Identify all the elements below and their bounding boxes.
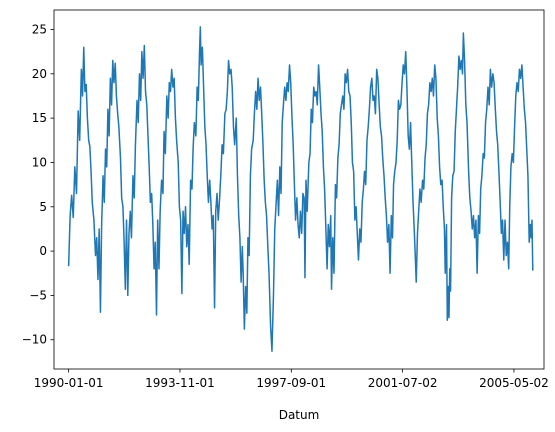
x-tick-label: 2005-05-02 [479,376,549,390]
plot-frame [53,9,545,370]
x-tick-label: 1990-01-01 [34,376,104,390]
y-tick-label: −10 [22,333,47,347]
x-tick-label: 1997-09-01 [256,376,326,390]
y-axis: −10 −5 0 5 10 15 20 25 [22,23,54,347]
y-tick-label: 15 [32,111,47,125]
x-axis: 1990-01-01 1993-11-01 1997-09-01 2001-07-02… [34,369,549,390]
x-tick-label: 1993-11-01 [145,376,215,390]
y-tick-label: 5 [39,200,47,214]
y-tick-label: 0 [39,244,47,258]
y-tick-label: 20 [32,67,47,81]
y-tick-label: −5 [29,288,47,302]
series-line-0 [67,26,534,353]
y-tick-label: 25 [32,23,47,37]
x-axis-label: Datum [279,408,320,422]
series-layer [67,26,534,353]
y-tick-label: 10 [32,155,47,169]
x-tick-label: 2001-07-02 [368,376,438,390]
